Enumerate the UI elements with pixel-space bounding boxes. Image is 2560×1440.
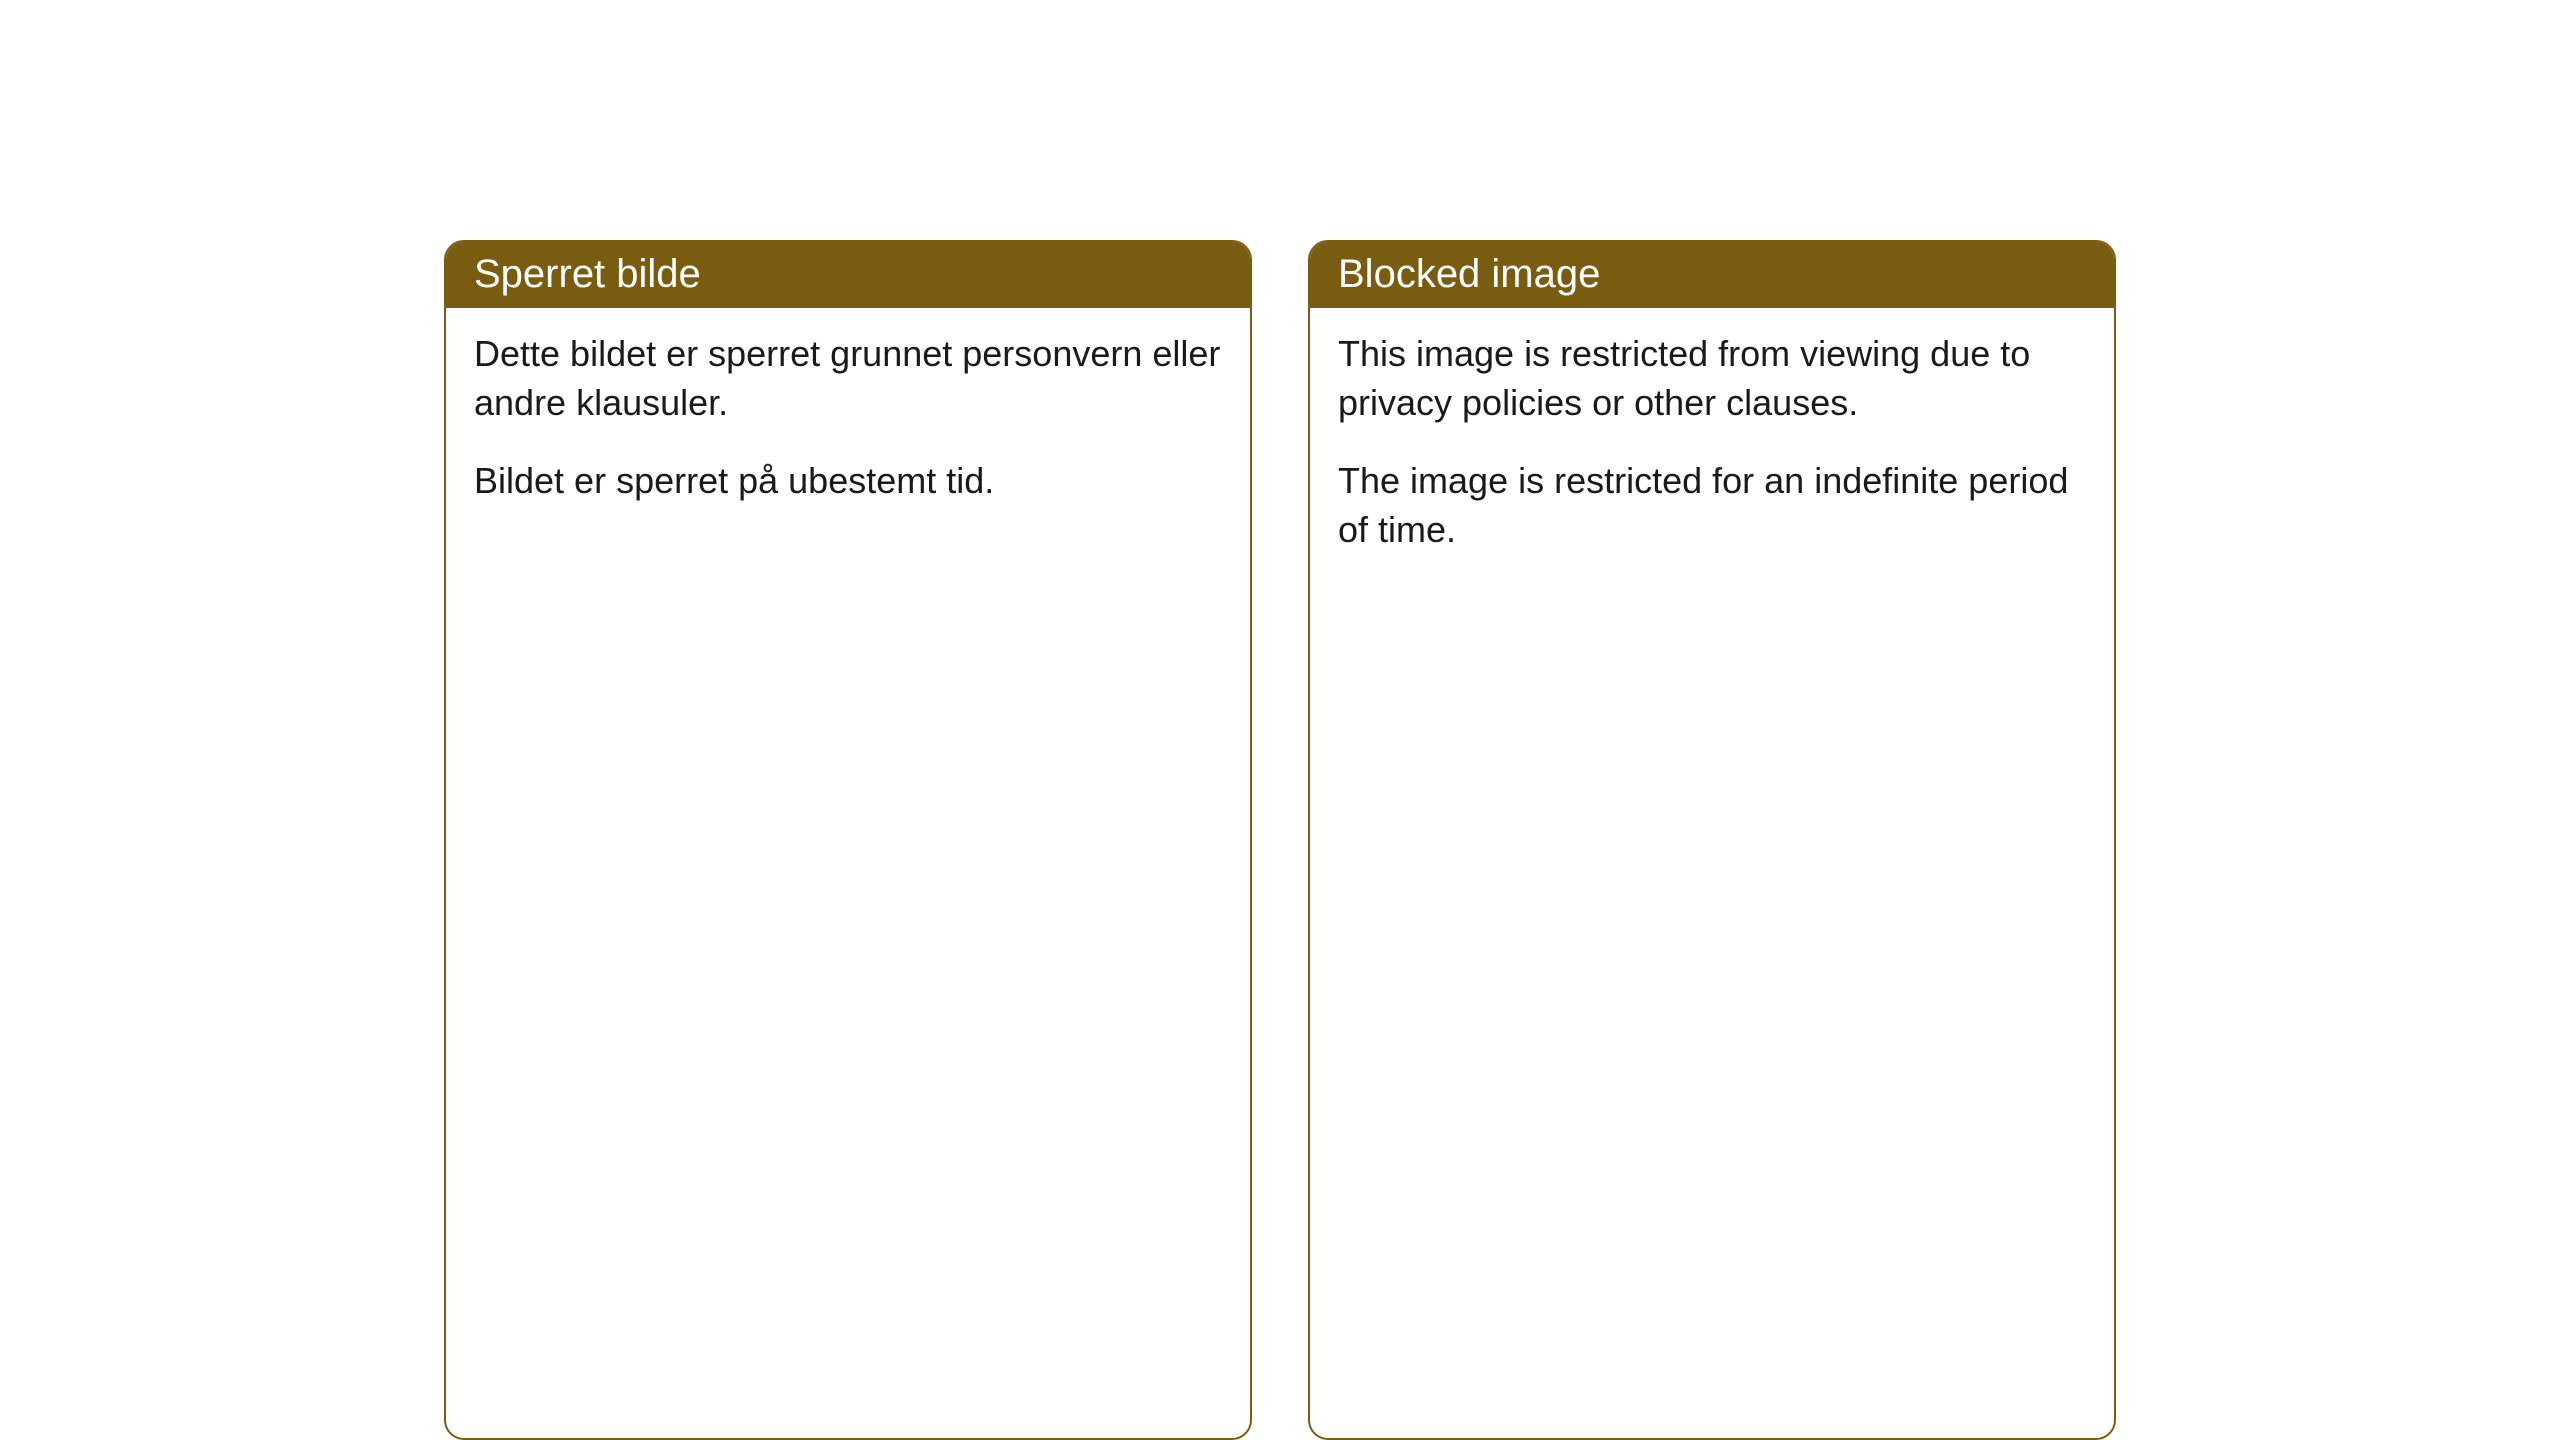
card-header-english: Blocked image xyxy=(1310,242,2114,308)
cards-container: Sperret bilde Dette bildet er sperret gr… xyxy=(444,240,2116,1440)
card-title-norwegian: Sperret bilde xyxy=(474,252,701,296)
card-body-norwegian: Dette bildet er sperret grunnet personve… xyxy=(446,308,1250,544)
card-paragraph-1-norwegian: Dette bildet er sperret grunnet personve… xyxy=(474,330,1222,427)
card-header-norwegian: Sperret bilde xyxy=(446,242,1250,308)
card-paragraph-2-english: The image is restricted for an indefinit… xyxy=(1338,457,2086,554)
card-title-english: Blocked image xyxy=(1338,252,1600,296)
card-paragraph-1-english: This image is restricted from viewing du… xyxy=(1338,330,2086,427)
card-norwegian: Sperret bilde Dette bildet er sperret gr… xyxy=(444,240,1252,1440)
card-english: Blocked image This image is restricted f… xyxy=(1308,240,2116,1440)
card-body-english: This image is restricted from viewing du… xyxy=(1310,308,2114,592)
card-paragraph-2-norwegian: Bildet er sperret på ubestemt tid. xyxy=(474,457,1222,506)
